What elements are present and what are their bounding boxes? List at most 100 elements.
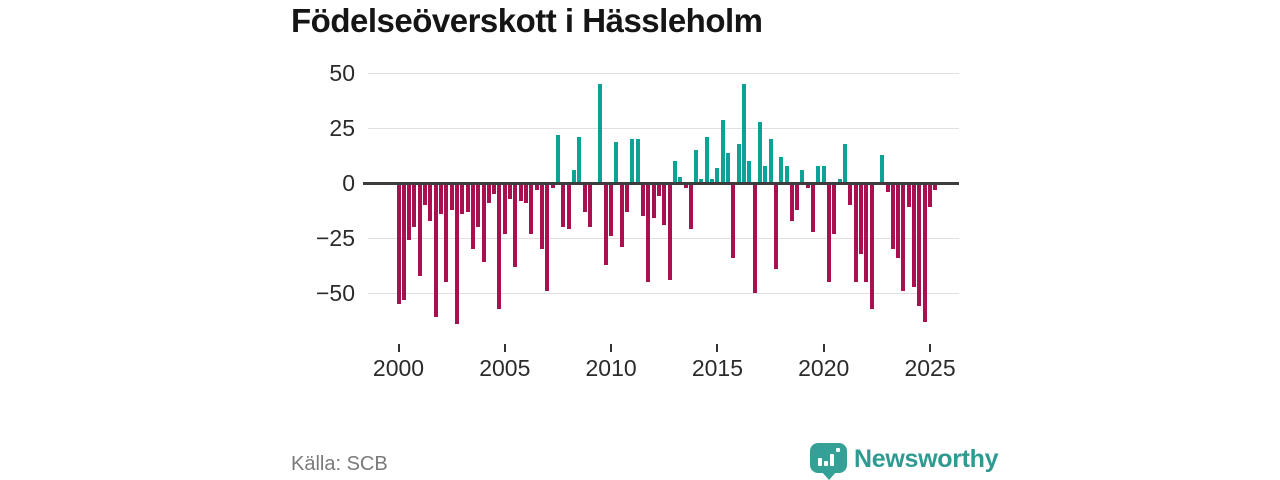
y-axis-tick-label: 0 bbox=[342, 170, 355, 197]
bar bbox=[800, 170, 805, 184]
bar bbox=[672, 161, 677, 184]
bar bbox=[843, 143, 847, 184]
bar bbox=[864, 183, 869, 283]
chart: 2000 2005 2010 2015 2020 2025 bbox=[363, 64, 968, 384]
newsworthy-logo-text: Newsworthy bbox=[854, 445, 999, 473]
bar bbox=[816, 165, 821, 184]
gridline bbox=[368, 73, 959, 75]
bar bbox=[858, 183, 863, 254]
logo-exclamation-dot-icon bbox=[836, 448, 840, 452]
bar bbox=[545, 183, 550, 292]
newsworthy-logo-mark-icon bbox=[810, 443, 847, 473]
bar bbox=[417, 183, 422, 276]
bar bbox=[524, 183, 529, 204]
bar bbox=[540, 183, 545, 250]
bar bbox=[917, 183, 922, 307]
bar bbox=[412, 183, 417, 228]
gridline bbox=[368, 293, 959, 295]
y-axis-tick-label: −25 bbox=[315, 225, 355, 252]
bar bbox=[683, 183, 688, 188]
y-axis-tick-label: 50 bbox=[329, 60, 355, 87]
bar bbox=[423, 183, 428, 206]
bar bbox=[742, 84, 746, 184]
bar bbox=[460, 183, 465, 215]
bar bbox=[401, 183, 406, 300]
bar bbox=[885, 183, 890, 193]
bar bbox=[827, 183, 832, 283]
bar bbox=[465, 183, 470, 212]
bar bbox=[492, 183, 497, 195]
x-axis-tick-label: 2000 bbox=[372, 355, 425, 381]
bar bbox=[720, 119, 725, 184]
bar bbox=[529, 183, 534, 234]
bar bbox=[609, 183, 614, 237]
bar bbox=[726, 152, 731, 184]
x-axis-tick bbox=[716, 344, 719, 352]
x-axis-tick bbox=[610, 344, 613, 352]
bar bbox=[486, 183, 491, 204]
bar bbox=[407, 183, 412, 241]
bar bbox=[508, 183, 513, 199]
bar bbox=[699, 178, 704, 184]
bar bbox=[694, 150, 699, 184]
bar bbox=[901, 183, 906, 292]
bar bbox=[561, 183, 566, 228]
bar bbox=[837, 178, 842, 184]
bar bbox=[571, 170, 576, 184]
zero-line bbox=[363, 182, 959, 186]
bar bbox=[747, 161, 752, 184]
bar bbox=[662, 183, 667, 226]
x-axis-tick-label: 2015 bbox=[691, 355, 743, 381]
bar bbox=[715, 167, 720, 184]
bar bbox=[635, 139, 640, 184]
bar bbox=[880, 154, 885, 184]
bar bbox=[688, 183, 693, 230]
logo-chart-bar-icon bbox=[830, 454, 834, 466]
bar bbox=[933, 183, 938, 190]
bar bbox=[773, 183, 778, 270]
x-axis-tick bbox=[503, 344, 506, 352]
bar bbox=[656, 183, 661, 197]
x-axis-tick-label: 2020 bbox=[798, 355, 850, 381]
bar bbox=[731, 183, 736, 259]
bar bbox=[550, 183, 555, 188]
bar bbox=[625, 183, 630, 212]
gridline bbox=[368, 128, 959, 130]
bar bbox=[587, 183, 592, 228]
bar bbox=[704, 137, 709, 184]
bar bbox=[444, 183, 449, 283]
bar bbox=[736, 143, 741, 184]
bar bbox=[646, 183, 651, 283]
bar bbox=[603, 183, 608, 265]
bar bbox=[890, 183, 895, 250]
bar bbox=[428, 183, 433, 221]
bar bbox=[763, 165, 768, 184]
bar bbox=[502, 183, 507, 234]
logo-pin-tail-icon bbox=[821, 471, 837, 480]
bar bbox=[577, 137, 582, 184]
bar bbox=[667, 183, 672, 281]
bar bbox=[651, 183, 656, 219]
bar bbox=[497, 183, 502, 309]
gridline bbox=[368, 238, 959, 240]
bar bbox=[396, 183, 401, 305]
newsworthy-logo[interactable]: Newsworthy bbox=[810, 442, 999, 480]
bar bbox=[922, 183, 927, 322]
bar bbox=[534, 183, 539, 190]
bar bbox=[518, 183, 523, 201]
y-axis-tick-label: −50 bbox=[315, 280, 355, 307]
bar bbox=[555, 134, 560, 184]
bar bbox=[582, 183, 587, 212]
bar bbox=[598, 84, 603, 184]
x-axis-tick-label: 2025 bbox=[904, 355, 956, 381]
bar bbox=[439, 183, 444, 215]
bar bbox=[710, 178, 715, 184]
bar bbox=[789, 183, 794, 221]
source-note: Källa: SCB bbox=[291, 453, 388, 475]
logo-chart-bar-icon bbox=[818, 458, 822, 466]
bar bbox=[805, 183, 810, 188]
bar bbox=[821, 165, 826, 184]
x-axis-tick-label: 2005 bbox=[479, 355, 531, 381]
chart-title: Födelseöverskott i Hässleholm bbox=[291, 2, 763, 39]
x-axis-tick-label: 2010 bbox=[585, 355, 637, 381]
